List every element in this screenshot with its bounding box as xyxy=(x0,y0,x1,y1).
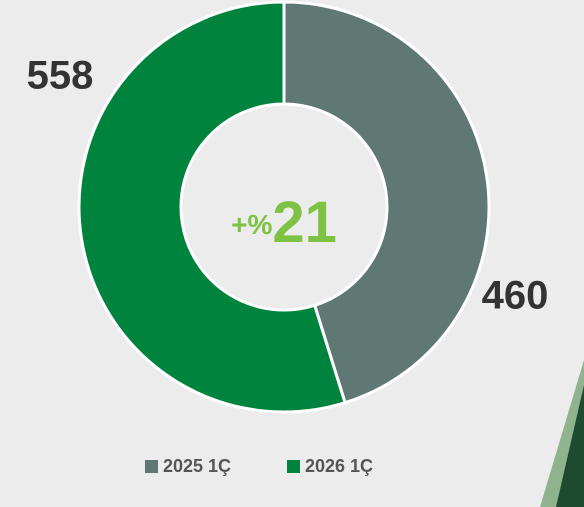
center-prefix: +% xyxy=(231,209,272,240)
legend-label: 2026 1Ç xyxy=(305,456,373,476)
center-label: +%21 xyxy=(231,190,337,255)
decoration xyxy=(556,385,584,507)
legend-label: 2025 1Ç xyxy=(163,456,231,476)
donut-slice xyxy=(282,0,491,405)
data-label: 460 xyxy=(482,274,549,318)
donut-slice xyxy=(77,0,347,414)
legend-swatch xyxy=(145,460,158,473)
data-label: 558 xyxy=(27,54,94,98)
center-value: 21 xyxy=(272,190,337,255)
legend-swatch xyxy=(287,460,300,473)
